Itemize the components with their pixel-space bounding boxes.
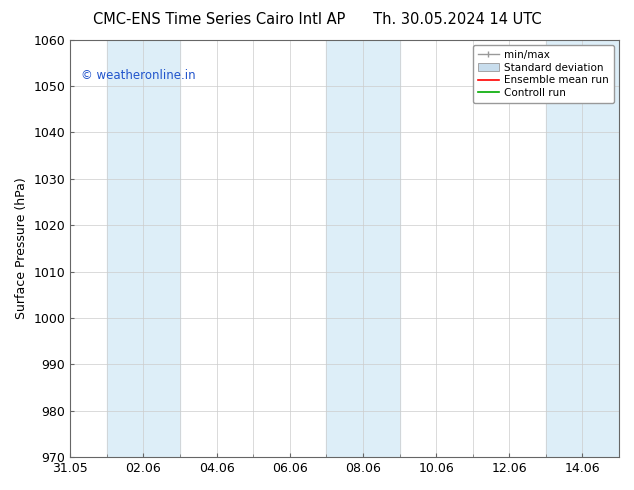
Text: CMC-ENS Time Series Cairo Intl AP      Th. 30.05.2024 14 UTC: CMC-ENS Time Series Cairo Intl AP Th. 30…	[93, 12, 541, 27]
Y-axis label: Surface Pressure (hPa): Surface Pressure (hPa)	[15, 177, 28, 319]
Bar	[107, 40, 180, 457]
Bar	[327, 40, 399, 457]
Legend: min/max, Standard deviation, Ensemble mean run, Controll run: min/max, Standard deviation, Ensemble me…	[472, 45, 614, 103]
Text: © weatheronline.in: © weatheronline.in	[81, 69, 196, 82]
Bar	[546, 40, 619, 457]
